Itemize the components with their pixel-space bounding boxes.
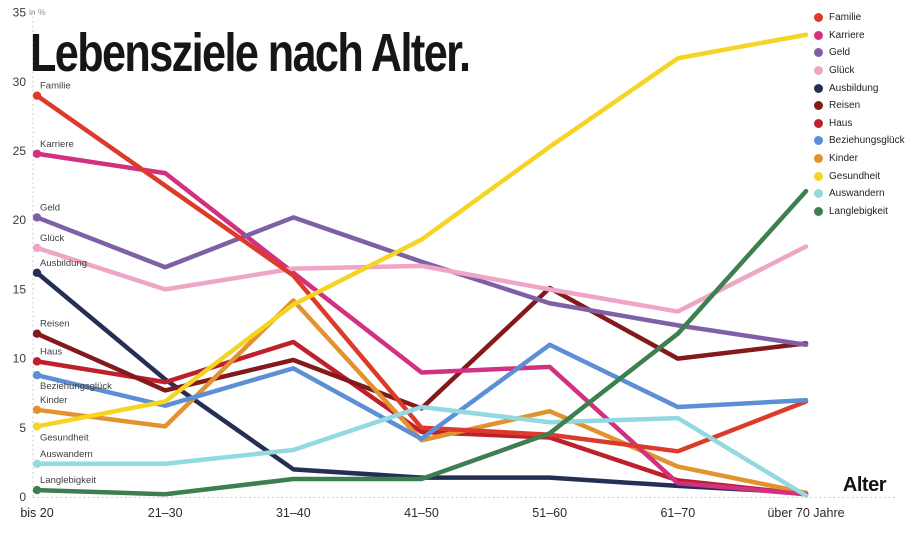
legend-swatch-icon	[814, 83, 823, 93]
series-start-dot-langlebigkeit	[32, 485, 42, 495]
series-label-gl-ck: Glück	[40, 233, 65, 244]
x-tick-label--: 31–40	[276, 506, 311, 520]
legend-item-karriere: Karriere	[814, 27, 914, 45]
legend-label: Familie	[829, 12, 862, 24]
series-start-dot-gesundheit	[32, 422, 42, 431]
legend-item-beziehungsgl-ck: Beziehungsglück	[814, 132, 914, 150]
legend-label: Haus	[829, 117, 853, 129]
series-start-dot-auswandern	[32, 459, 42, 468]
y-tick-label-25: 25	[13, 144, 27, 158]
y-tick-label-5: 5	[19, 421, 26, 435]
legend-item-auswandern: Auswandern	[814, 185, 914, 203]
legend-label: Beziehungsglück	[829, 135, 905, 147]
legend-label: Auswandern	[829, 188, 885, 200]
y-axis-unit-label: in %	[29, 7, 46, 17]
series-label-ausbildung: Ausbildung	[40, 258, 87, 269]
legend-item-reisen: Reisen	[814, 97, 914, 115]
series-start-dot-geld	[32, 213, 42, 222]
y-tick-label-0: 0	[19, 490, 26, 504]
legend-swatch-icon	[814, 136, 823, 146]
x-tick-label--: 51–60	[532, 506, 567, 520]
legend-label: Karriere	[829, 29, 865, 41]
legend-swatch-icon	[814, 154, 823, 164]
series-label-reisen: Reisen	[40, 319, 70, 330]
series-start-dot-karriere	[32, 149, 42, 158]
series-start-dot-beziehungsgl-ck	[32, 371, 42, 380]
x-tick-label--: 61–70	[660, 506, 695, 520]
series-start-dot-reisen	[32, 329, 42, 338]
series-line-gl-ck	[34, 244, 809, 314]
series-line-geld	[34, 215, 809, 348]
x-tick-label--: 21–30	[148, 506, 183, 520]
y-tick-label-15: 15	[13, 282, 27, 296]
legend-item-langlebigkeit: Langlebigkeit	[814, 203, 914, 221]
legend-swatch-icon	[814, 101, 823, 111]
series-line-karriere	[34, 151, 809, 497]
legend-label: Ausbildung	[829, 82, 879, 94]
legend-swatch-icon	[814, 171, 823, 181]
series-line-auswandern	[34, 404, 809, 498]
legend-item-gl-ck: Glück	[814, 62, 914, 80]
legend-swatch-icon	[814, 30, 823, 40]
legend-item-gesundheit: Gesundheit	[814, 167, 914, 185]
legend-label: Gesundheit	[829, 170, 881, 182]
legend-item-kinder: Kinder	[814, 150, 914, 168]
series-label-beziehungsgl-ck: Beziehungsglück	[40, 381, 112, 392]
series-start-dot-kinder	[32, 405, 42, 415]
legend-label: Glück	[829, 65, 855, 77]
series-line-gesundheit	[34, 32, 809, 429]
legend-swatch-icon	[814, 206, 823, 216]
legend-item-haus: Haus	[814, 115, 914, 133]
chart-title: Lebensziele nach Alter.	[30, 23, 471, 83]
legend-swatch-icon	[814, 189, 823, 199]
legend-swatch-icon	[814, 66, 823, 76]
series-label-gesundheit: Gesundheit	[40, 432, 89, 443]
y-tick-label-35: 35	[13, 6, 27, 20]
x-tick-label-bis-: bis 20	[20, 506, 53, 520]
series-line-beziehungsgl-ck	[34, 342, 809, 442]
x-tick-label--: 41–50	[404, 506, 439, 520]
series-label-langlebigkeit: Langlebigkeit	[40, 475, 96, 486]
series-start-dot-ausbildung	[32, 268, 42, 277]
series-line-langlebigkeit	[34, 188, 809, 497]
y-tick-label-10: 10	[13, 352, 27, 366]
legend-item-geld: Geld	[814, 44, 914, 62]
series-label-haus: Haus	[40, 346, 62, 357]
series-line-familie	[34, 93, 809, 454]
y-tick-label-20: 20	[13, 213, 27, 227]
x-tick-label--ber-jahre: über 70 Jahre	[767, 506, 844, 520]
series-start-dot-haus	[32, 357, 42, 366]
legend: Familie Karriere Geld Glück Ausbildung Reisen…	[814, 9, 914, 220]
series-label-geld: Geld	[40, 202, 60, 213]
legend-label: Langlebigkeit	[829, 205, 888, 217]
legend-swatch-icon	[814, 13, 823, 23]
series-label-familie: Familie	[40, 81, 71, 92]
legend-label: Geld	[829, 47, 851, 59]
series-label-auswandern: Auswandern	[40, 449, 93, 460]
legend-swatch-icon	[814, 118, 823, 128]
series-label-kinder: Kinder	[40, 395, 67, 406]
legend-label: Reisen	[829, 100, 861, 112]
legend-swatch-icon	[814, 48, 823, 58]
legend-label: Kinder	[829, 153, 858, 165]
series-start-dot-familie	[32, 91, 42, 100]
series-label-karriere: Karriere	[40, 139, 74, 150]
x-axis-title: Alter	[842, 474, 887, 496]
series-start-dot-gl-ck	[32, 243, 42, 253]
legend-item-familie: Familie	[814, 9, 914, 27]
y-tick-label-30: 30	[13, 75, 27, 89]
legend-item-ausbildung: Ausbildung	[814, 79, 914, 97]
